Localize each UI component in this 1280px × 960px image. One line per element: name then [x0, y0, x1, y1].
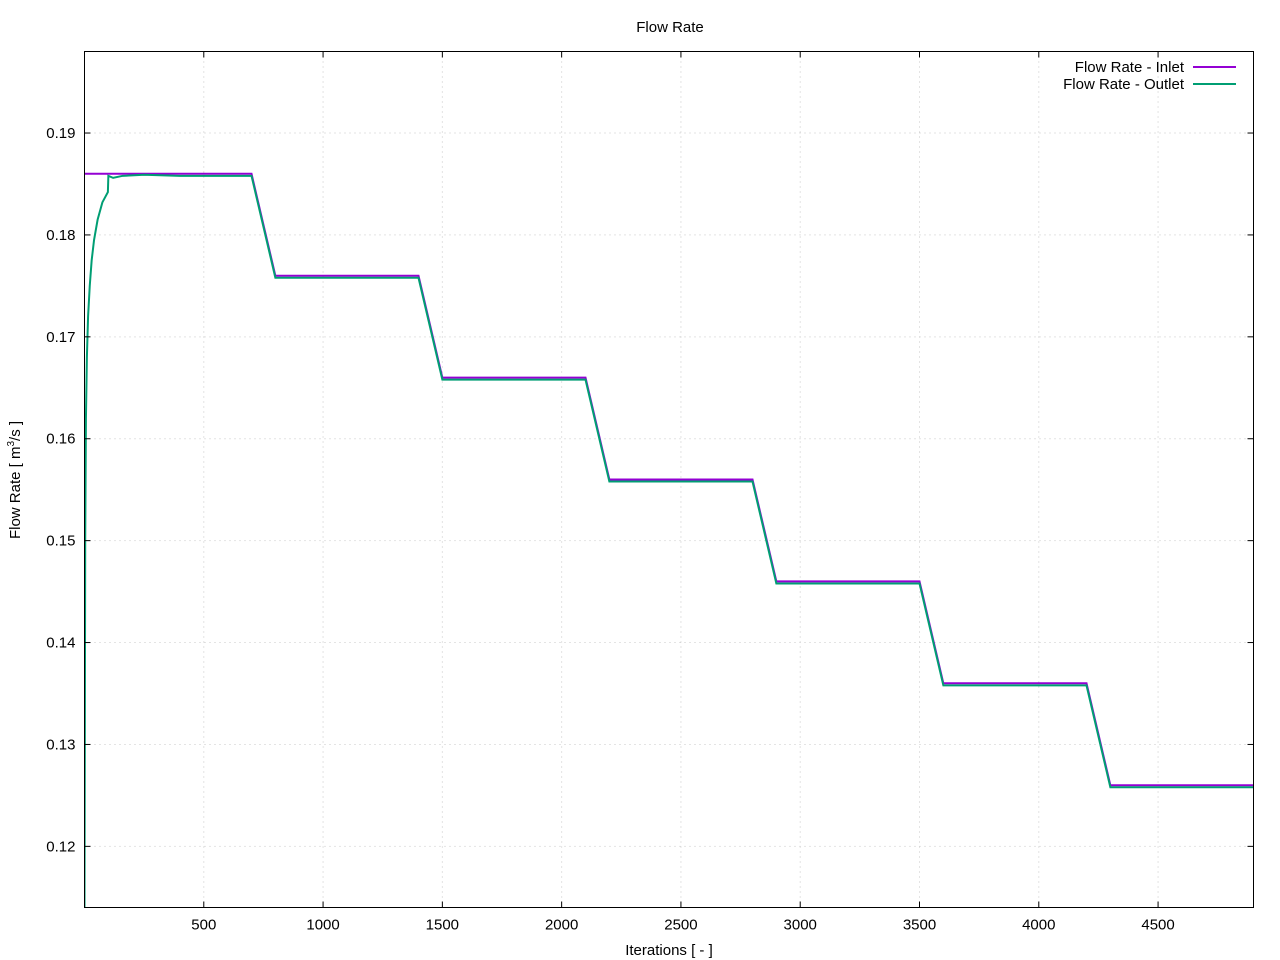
- x-tick-label: 3500: [903, 917, 936, 934]
- ticks: 500 1000 1500 2000 2500 3000 3500 4000 4500 0.12 0…: [46, 51, 1254, 934]
- x-tick-label: 3000: [784, 917, 817, 934]
- y-tick-label: 0.17: [46, 329, 75, 346]
- series-layer: [84, 172, 1254, 908]
- x-tick-label: 4500: [1141, 917, 1174, 934]
- legend-label: Flow Rate - Inlet: [1075, 59, 1185, 76]
- x-tick-label: 500: [191, 917, 216, 934]
- y-tick-label: 0.18: [46, 227, 75, 244]
- x-axis-label: Iterations [ - ]: [625, 942, 713, 959]
- chart-title: Flow Rate: [636, 19, 704, 36]
- legend-label: Flow Rate - Outlet: [1063, 76, 1185, 93]
- y-tick-label: 0.14: [46, 635, 75, 652]
- y-tick-label: 0.19: [46, 125, 75, 142]
- plot-frame: [84, 51, 1254, 908]
- series-line-inlet: [84, 172, 1254, 787]
- y-tick-label: 0.15: [46, 533, 75, 550]
- y-axis-label: Flow Rate [ m3/s ]: [6, 421, 24, 539]
- y-tick-label: 0.13: [46, 736, 75, 753]
- y-tick-label: 0.16: [46, 431, 75, 448]
- x-tick-label: 2000: [545, 917, 578, 934]
- x-tick-label: 2500: [664, 917, 697, 934]
- x-tick-label: 1500: [426, 917, 459, 934]
- y-tick-label: 0.12: [46, 838, 75, 855]
- x-tick-label: 1000: [306, 917, 339, 934]
- series-line-outlet: [84, 173, 1254, 908]
- x-tick-label: 4000: [1022, 917, 1055, 934]
